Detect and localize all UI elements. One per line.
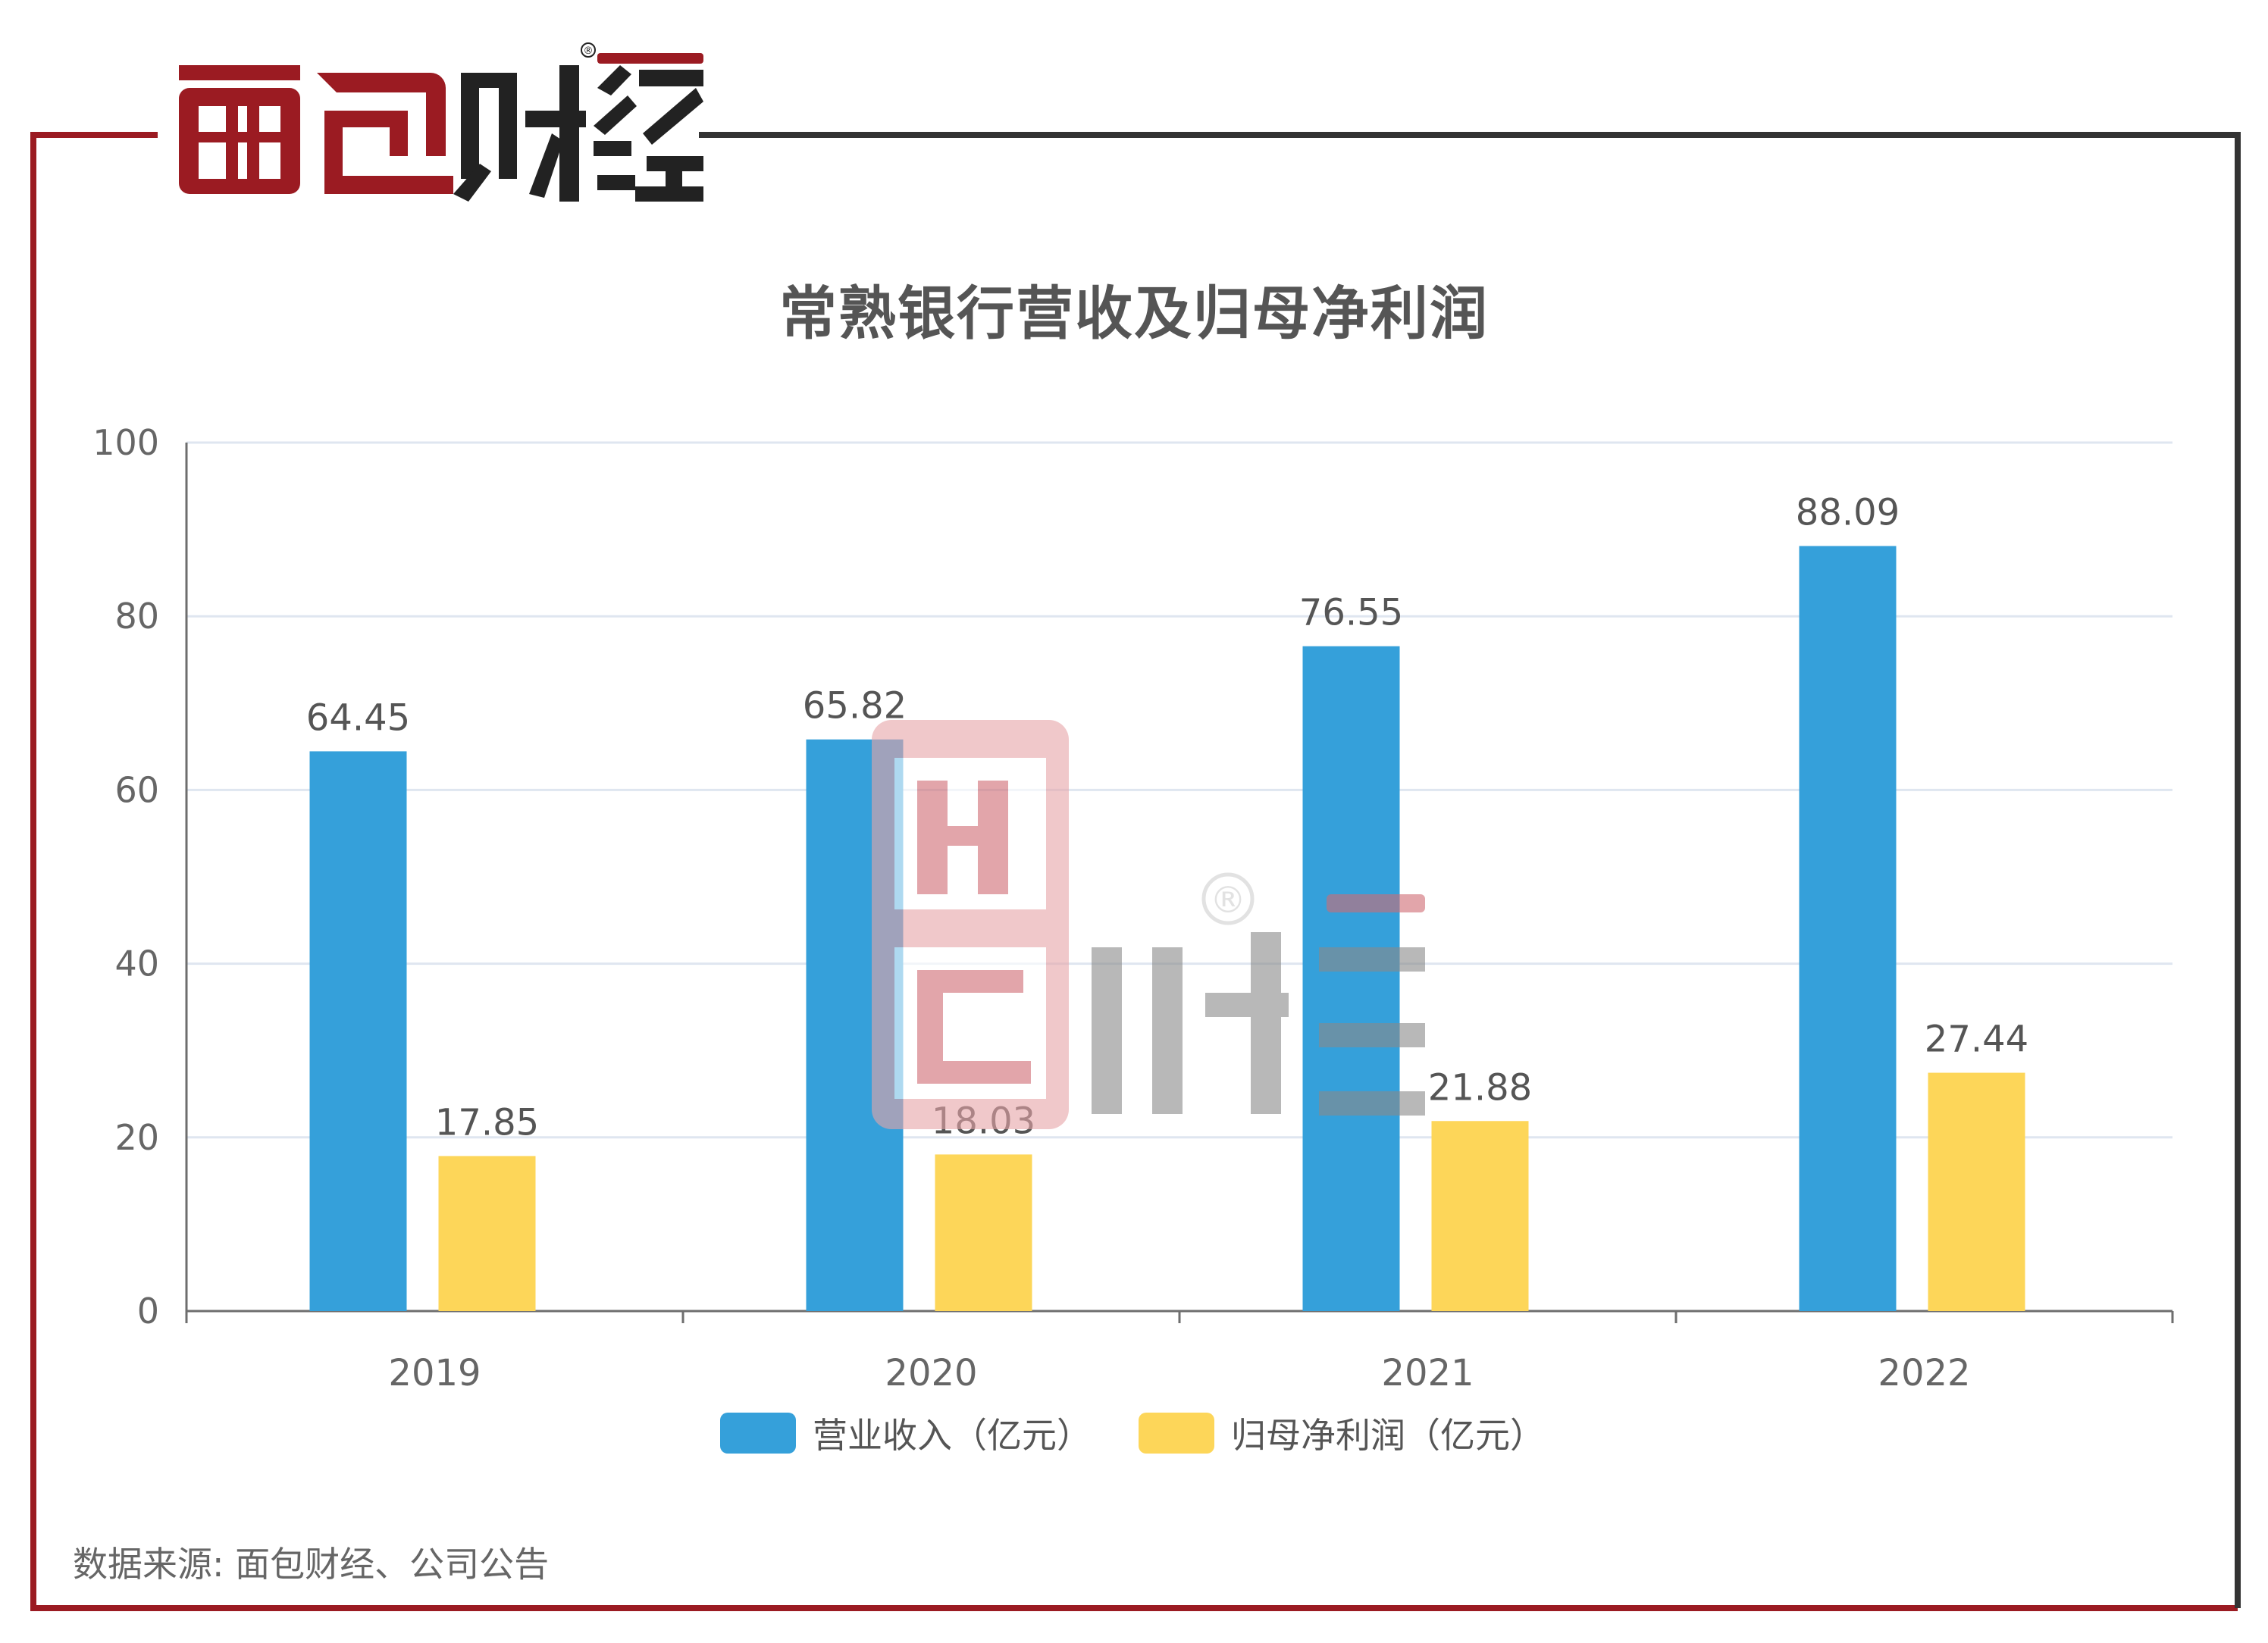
svg-text:®: ® <box>1210 879 1246 922</box>
bar-profit <box>1431 1121 1529 1311</box>
data-label: 27.44 <box>1925 1019 2028 1061</box>
x-tick-label: 2022 <box>1878 1352 1970 1394</box>
data-label: 88.09 <box>1796 491 1900 534</box>
watermark-logo: ® <box>872 720 1425 1129</box>
y-tick-label: 40 <box>114 944 159 984</box>
x-tick-label: 2021 <box>1381 1352 1474 1394</box>
legend-label-profit: 归母净利润（亿元） <box>1231 1415 1545 1456</box>
data-label: 21.88 <box>1428 1066 1532 1109</box>
y-tick-label: 80 <box>114 596 159 637</box>
data-label: 17.85 <box>435 1101 539 1144</box>
y-tick-label: 100 <box>92 422 159 463</box>
data-label: 76.55 <box>1299 592 1403 634</box>
data-label: 64.45 <box>306 696 410 739</box>
bar-revenue <box>309 751 407 1311</box>
source-note: 数据来源: 面包财经、公司公告 <box>73 1544 550 1585</box>
frame-red-border <box>30 132 2238 1611</box>
legend-swatch-revenue <box>720 1413 796 1454</box>
bar-revenue <box>1799 546 1897 1311</box>
y-tick-label: 60 <box>114 769 159 810</box>
legend-swatch-profit <box>1139 1413 1214 1454</box>
y-tick-label: 20 <box>114 1117 159 1158</box>
bar-profit <box>1928 1072 2025 1311</box>
bar-revenue <box>1302 646 1400 1311</box>
bar-profit <box>935 1154 1032 1311</box>
x-tick-label: 2020 <box>885 1352 977 1394</box>
bar-profit <box>438 1156 536 1311</box>
frame-dark-border <box>699 132 2241 1608</box>
legend-item-revenue[interactable]: 营业收入（亿元） <box>720 1408 1092 1458</box>
y-tick-label: 0 <box>137 1291 159 1332</box>
svg-text:®: ® <box>584 45 594 57</box>
x-tick-label: 2019 <box>388 1352 481 1394</box>
brand-logo: ® <box>179 42 703 202</box>
chart-title: 常熟银行营收及归母净利润 <box>779 280 1489 347</box>
chart-legend: 营业收入（亿元） 归母净利润（亿元） <box>720 1408 1545 1458</box>
legend-label-revenue: 营业收入（亿元） <box>813 1415 1092 1456</box>
legend-item-profit[interactable]: 归母净利润（亿元） <box>1139 1408 1545 1458</box>
